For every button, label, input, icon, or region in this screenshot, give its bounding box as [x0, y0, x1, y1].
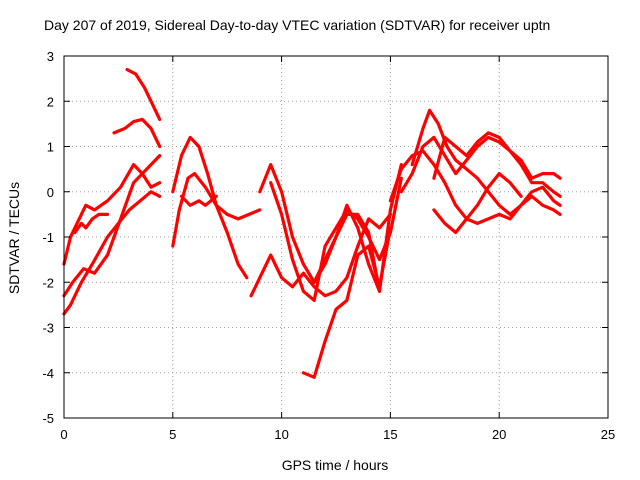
y-tick-label: -3: [42, 321, 54, 336]
y-axis-label: SDTVAR / TECUs: [6, 182, 22, 294]
series-track-8: [171, 135, 262, 221]
y-tick-label: -5: [42, 411, 54, 426]
chart-title: Day 207 of 2019, Sidereal Day-to-day VTE…: [44, 17, 550, 33]
series-track-14: [312, 203, 382, 293]
x-tick-label: 0: [60, 427, 67, 442]
series-track-6: [73, 212, 110, 235]
x-axis-label: GPS time / hours: [282, 457, 389, 473]
series-track-4: [112, 117, 162, 149]
series-track-1: [62, 190, 162, 316]
y-tick-label: -4: [42, 366, 54, 381]
series-track-16: [399, 135, 562, 194]
x-tick-label: 15: [383, 427, 397, 442]
series-track-13: [301, 226, 392, 379]
x-tick-label: 5: [169, 427, 176, 442]
y-tick-label: 0: [47, 185, 54, 200]
series-track-19: [432, 172, 523, 235]
x-tick-label: 20: [492, 427, 506, 442]
y-tick-label: -1: [42, 230, 54, 245]
series-track-9: [179, 194, 218, 207]
series-track-5: [125, 68, 162, 121]
series-track-7: [171, 172, 249, 280]
y-tick-label: 3: [47, 49, 54, 64]
x-tick-label: 25: [601, 427, 615, 442]
series-track-10: [249, 212, 392, 298]
x-tick-label: 10: [274, 427, 288, 442]
ticks: [63, 55, 609, 419]
y-tick-label: -2: [42, 275, 54, 290]
y-tick-label: 2: [47, 94, 54, 109]
series-group: [62, 68, 562, 379]
series-track-18: [432, 131, 562, 198]
series-track-3: [62, 163, 162, 266]
series-track-12: [269, 176, 403, 302]
y-tick-label: 1: [47, 140, 54, 155]
series-track-17: [410, 108, 562, 216]
